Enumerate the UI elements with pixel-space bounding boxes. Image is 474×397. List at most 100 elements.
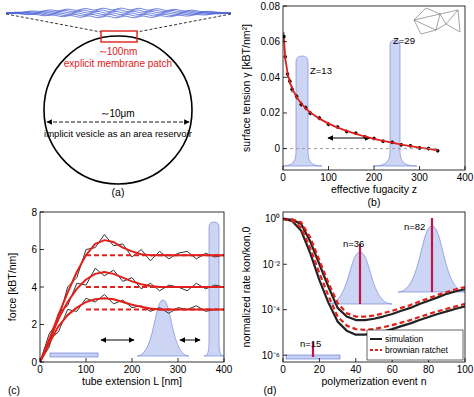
x-tick-label: 400: [457, 172, 474, 183]
filament: [431, 218, 433, 292]
x-tick: [355, 358, 356, 362]
y-tick: [283, 112, 287, 113]
x-tick: [374, 166, 375, 170]
patch-box: [101, 31, 137, 42]
membrane-mesh: [6, 13, 231, 18]
axes-frame: [40, 212, 224, 362]
membrane-tube: [373, 40, 417, 166]
x-tick: [86, 358, 87, 362]
y-tick: [283, 218, 287, 219]
x-tick-label: 300: [170, 364, 187, 375]
data-line: [283, 219, 465, 320]
x-tick: [465, 358, 466, 362]
legend-box: [367, 330, 463, 360]
insets: [286, 218, 465, 359]
data-line: [86, 254, 224, 256]
mesh-sketch: [414, 8, 460, 34]
zoom-line: [6, 14, 101, 32]
mesh-edge: [414, 14, 440, 20]
double-arrow: [101, 340, 134, 341]
x-tick-label: 80: [423, 364, 435, 375]
y-tick-label: 0.04: [261, 72, 281, 83]
mesh-edge: [440, 14, 446, 24]
y-tick-label: 10⁻⁴: [262, 304, 280, 315]
zoom-line: [137, 14, 231, 32]
membrane-flat: [50, 353, 98, 357]
plot-area: [40, 235, 224, 363]
data-line: [40, 272, 224, 362]
data-line: [284, 148, 438, 149]
x-tick-label: 400: [216, 364, 233, 375]
chart: 010020030040000.020.040.060.08effective …: [240, 1, 474, 209]
data-line: [40, 235, 224, 363]
annotation: n=82: [404, 221, 425, 232]
x-tick-label: 300: [411, 172, 428, 183]
mesh-edge: [414, 20, 436, 30]
y-axis-label: normalized rate kon/kon,0: [240, 226, 252, 347]
y-tick-label: 0.02: [261, 107, 281, 118]
data-line: [40, 268, 224, 362]
panel-label: (a): [112, 186, 125, 198]
x-tick-label: 40: [350, 364, 362, 375]
y-axis-label: force [kBT/nm]: [6, 253, 18, 321]
x-tick-label: 60: [387, 364, 399, 375]
legend: simulationbrownian ratchet: [367, 330, 463, 360]
insets: [283, 8, 460, 166]
y-tick-label: 4: [31, 282, 37, 293]
membrane-mesh: [6, 8, 231, 13]
x-axis-label: polymerization event n: [321, 375, 426, 387]
legend-label: brownian ratchet: [385, 345, 448, 355]
x-tick-label: 20: [314, 364, 326, 375]
x-axis-label: tube extension L [nm]: [82, 375, 182, 387]
x-tick: [132, 358, 133, 362]
data-line: [284, 38, 438, 150]
vesicle: [44, 36, 192, 184]
y-tick: [283, 148, 287, 149]
data-line: [40, 240, 224, 362]
panel-label: (d): [264, 384, 277, 396]
mesh-edge: [421, 30, 436, 34]
plot-area: [283, 32, 440, 152]
x-tick: [319, 358, 320, 362]
mesh-edge: [446, 24, 460, 32]
x-tick-label: 100: [78, 364, 95, 375]
mesh-edge: [458, 10, 460, 32]
diameter-arrow: [47, 122, 189, 123]
chart: 02040608010010⁰10⁻²10⁻⁴10⁻⁶polymerizatio…: [240, 212, 474, 396]
y-tick-label: 10⁰: [265, 213, 280, 224]
y-tick-label: 6: [31, 244, 37, 255]
x-tick: [40, 358, 41, 362]
data-line: [40, 298, 224, 362]
y-tick: [40, 362, 44, 363]
y-tick: [40, 287, 44, 288]
x-tick: [178, 358, 179, 362]
membrane-tube: [204, 222, 224, 356]
x-tick-label: 200: [124, 364, 141, 375]
y-tick-label: 0.06: [261, 36, 281, 47]
x-tick-label: 100: [320, 172, 337, 183]
x-tick: [283, 166, 284, 170]
axes-frame: [283, 212, 465, 362]
mesh-edge: [414, 20, 421, 34]
x-tick-label: 200: [366, 172, 383, 183]
mesh-edge: [426, 8, 440, 14]
panel-label: (c): [8, 384, 20, 396]
data-line: [283, 219, 465, 335]
data-line: [86, 286, 224, 288]
legend-swatch: [370, 338, 382, 340]
x-tick: [283, 358, 284, 362]
membrane-mesh: [6, 10, 231, 13]
data-line: [283, 219, 465, 330]
x-tick-label: 0: [280, 172, 286, 183]
y-tick: [283, 77, 287, 78]
panel-label: (b): [368, 196, 381, 208]
mesh-edge: [446, 10, 458, 24]
y-tick-label: 10⁻²: [263, 259, 281, 270]
annotation: n=15: [300, 338, 321, 349]
legend-swatch: [370, 349, 382, 351]
y-tick: [283, 6, 287, 7]
data-line: [40, 295, 224, 363]
x-tick: [224, 358, 225, 362]
y-tick: [283, 264, 287, 265]
vesicle-size: ∼10μm: [101, 108, 134, 119]
